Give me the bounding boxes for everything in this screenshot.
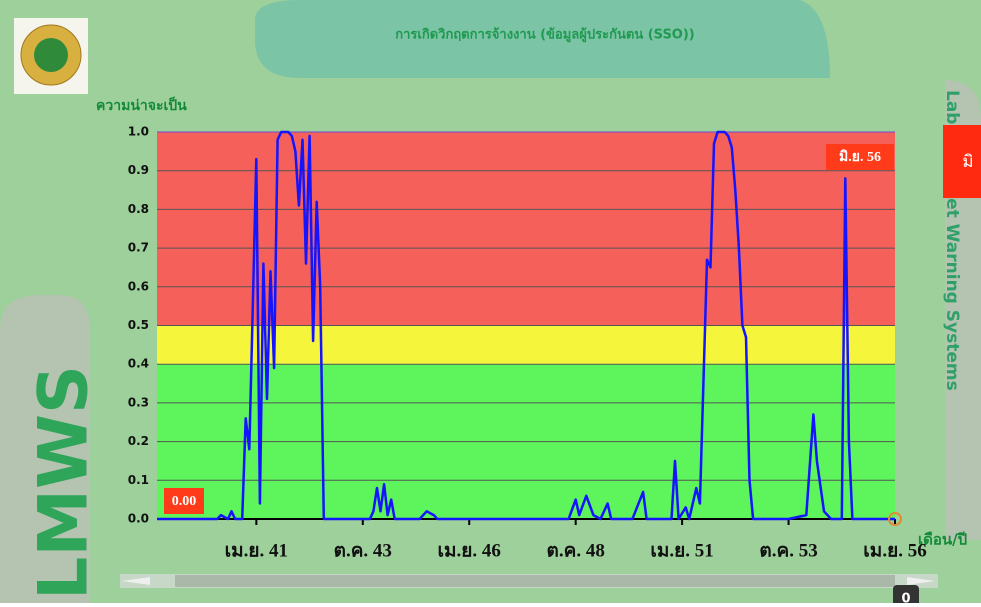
chart-title: การเกิดวิกฤตการจ้างงาน (ข้อมูลผู้ประกันต… bbox=[395, 27, 695, 43]
scroll-thumb[interactable] bbox=[175, 575, 895, 587]
side-tab-left bbox=[0, 295, 90, 603]
plot: 0.0 0.1 0.2 0.3 0.4 0.5 0.6 0.7 0.8 0.9 1.0 เม.ย. 4… bbox=[128, 125, 927, 562]
x-tick-label: เม.ย. 41 bbox=[225, 540, 288, 561]
y-tick-label: 0.4 bbox=[128, 357, 149, 371]
y-tick-label: 0.8 bbox=[128, 202, 149, 216]
button-label[interactable]: มิ bbox=[962, 152, 973, 172]
y-tick-label: 0.1 bbox=[128, 473, 149, 487]
y-tick-label: 0.6 bbox=[128, 279, 149, 293]
side-title: LMWS bbox=[25, 365, 104, 600]
data-line bbox=[157, 130, 895, 521]
logo-center bbox=[34, 38, 68, 72]
latest-value: 0.00 bbox=[172, 494, 197, 509]
y-tick-label: 0.3 bbox=[128, 395, 149, 409]
y-tick-label: 0.7 bbox=[128, 241, 149, 255]
y-tick-label: 0.9 bbox=[128, 163, 149, 177]
y-axis-label: ความน่าจะเป็น bbox=[96, 96, 187, 114]
menu-button[interactable]: มิ bbox=[943, 125, 981, 198]
x-tick-label: เม.ย. 51 bbox=[650, 540, 713, 561]
title-tab bbox=[255, 0, 830, 78]
y-tick-label: 0.0 bbox=[128, 512, 149, 526]
latest-month: มิ.ย. 56 bbox=[839, 149, 881, 165]
x-tick-label: ต.ค. 43 bbox=[334, 540, 392, 561]
scroll-value-box bbox=[893, 585, 919, 607]
latest-value-box bbox=[164, 488, 204, 514]
x-tick-label: ต.ค. 48 bbox=[547, 540, 605, 561]
axis-end-marker bbox=[888, 512, 902, 526]
logo bbox=[14, 18, 88, 94]
button-bg[interactable] bbox=[943, 125, 981, 198]
x-axis-label: เดือน/ปี bbox=[918, 531, 967, 549]
x-tick-label: เม.ย. 56 bbox=[863, 540, 926, 561]
y-tick-label: 1.0 bbox=[128, 125, 149, 139]
latest-month-box bbox=[826, 144, 894, 170]
x-tick-label: ต.ค. 53 bbox=[759, 540, 817, 561]
x-tick-label: เม.ย. 46 bbox=[438, 540, 501, 561]
scroll-value: 0 bbox=[901, 592, 910, 604]
y-tick-label: 0.2 bbox=[128, 434, 149, 448]
scroll-right[interactable] bbox=[907, 577, 935, 585]
zone-band bbox=[157, 132, 895, 326]
y-tick-label: 0.5 bbox=[128, 318, 149, 332]
scrollbar[interactable]: 0 bbox=[120, 574, 938, 607]
zone-band bbox=[157, 325, 895, 365]
scroll-left[interactable] bbox=[122, 577, 150, 585]
